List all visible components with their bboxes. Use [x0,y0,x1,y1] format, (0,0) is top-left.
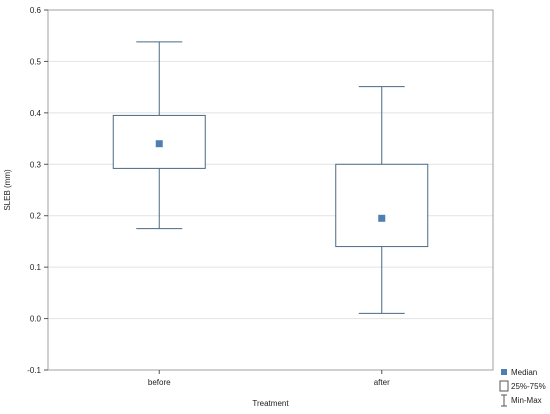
legend-symbol-box [499,380,509,392]
y-axis-title: SLEB (mm) [3,169,12,211]
legend-label: 25%-75% [511,382,546,391]
x-axis-title: Treatment [252,399,289,408]
plot-frame [47,9,494,371]
box-before [112,41,206,230]
legend-label: Median [511,368,537,377]
legend-median-icon [501,369,507,375]
y-tick-label: 0.6 [30,6,42,15]
legend-label: Min-Max [511,396,542,405]
y-axis-ticks: -0.1 0.0 0.1 0.2 0.3 0.4 0.5 0.6 [27,6,48,375]
iqr-box [335,163,429,248]
median-marker [155,140,163,148]
legend-symbol-square-marker [501,369,507,375]
y-tick-label: 0.1 [30,263,42,272]
legend-symbol-whisker [501,394,507,407]
x-tick-label: after [374,378,390,387]
x-tick-label: before [148,378,171,387]
median-marker [378,214,386,222]
y-tick-label: 0.4 [30,109,42,118]
legend-box-icon [499,380,509,392]
y-tick-label: 0.2 [30,212,42,221]
y-tick-label: 0.5 [30,57,42,66]
boxes [112,41,429,314]
y-tick-label: 0.3 [30,160,42,169]
legend: Median 25%-75% Min-Max [499,368,546,407]
y-tick-label: 0.0 [30,315,42,324]
box-after [335,86,429,314]
x-axis-ticks: before after [148,370,390,387]
y-tick-label: -0.1 [27,366,41,375]
